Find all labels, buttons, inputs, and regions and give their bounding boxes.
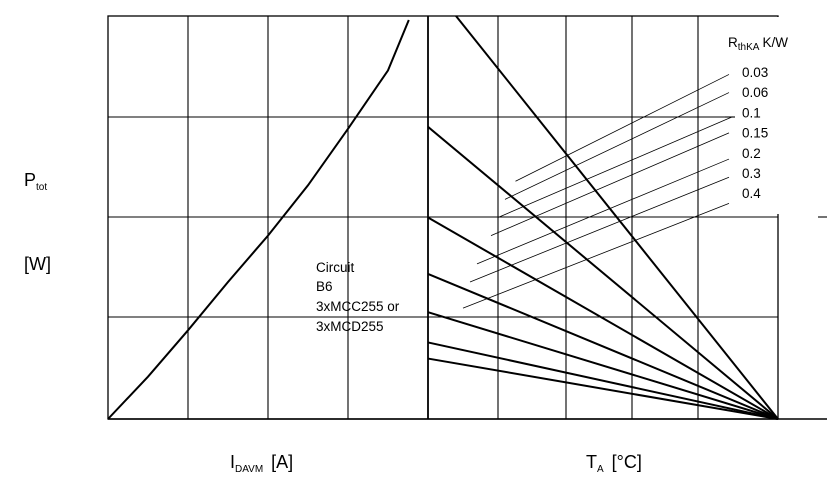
legend-guide-lines: [462, 74, 733, 309]
rthka-line-0.15: [427, 272, 779, 420]
y-axis-unit: [W]: [24, 254, 51, 274]
guide-line-6: [469, 176, 730, 283]
guide-line-7: [462, 203, 730, 309]
guide-line-5: [476, 158, 730, 265]
annotation-line-4: 3xMCD255: [316, 319, 384, 334]
annotation-line-3: 3xMCC255 or: [316, 299, 400, 314]
rthka-line-0.1: [427, 216, 779, 420]
guide-line-2: [504, 92, 730, 200]
legend-background: [725, 17, 827, 214]
legend-label-0.4: 0.4: [742, 186, 761, 201]
series-labels: 0.03 0.06 0.1 0.15 0.2 0.3 0.4: [742, 65, 768, 201]
legend-label-0.03: 0.03: [742, 65, 768, 80]
legend-label-0.2: 0.2: [742, 146, 761, 161]
annotation-line-1: Circuit: [316, 260, 355, 275]
legend-label-0.3: 0.3: [742, 166, 761, 181]
circuit-annotation: Circuit B6 3xMCC255 or 3xMCD255: [316, 260, 400, 334]
rthka-line-0.2: [427, 311, 779, 420]
x-axis-title-left: IDAVM [A]: [230, 452, 293, 475]
legend-label-0.1: 0.1: [742, 105, 761, 120]
series-lines: [107, 15, 779, 420]
grid: [107, 15, 827, 420]
guide-line-3: [497, 116, 733, 218]
guide-line-4: [490, 132, 730, 237]
rthka-line-0.03: [455, 15, 779, 420]
rthka-line-0.06: [427, 126, 779, 420]
rthka-line-0.3: [427, 341, 779, 420]
annotation-line-2: B6: [316, 279, 333, 294]
y-axis-title: Ptot: [24, 170, 47, 193]
legend-title: RthKA K/W: [728, 35, 788, 53]
power-curve-1: [107, 19, 410, 420]
legend-label-0.06: 0.06: [742, 85, 768, 100]
legend-label-0.15: 0.15: [742, 126, 768, 141]
rthka-line-0.4: [427, 357, 779, 420]
x-axis-title-right: TA [°C]: [586, 452, 642, 475]
guide-line-1: [515, 74, 730, 182]
